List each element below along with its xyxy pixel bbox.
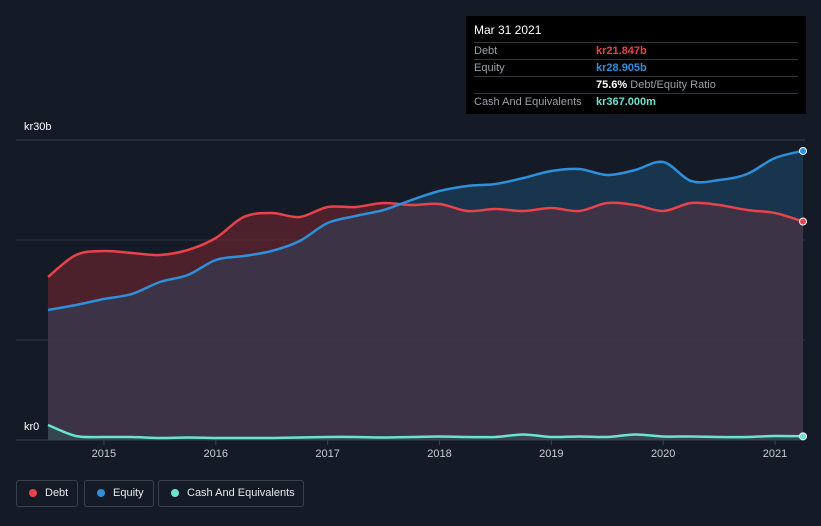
tooltip-ratio-value: 75.6% xyxy=(596,79,628,91)
legend-item-debt[interactable]: Debt xyxy=(16,480,78,507)
x-tick-label: 2020 xyxy=(651,448,675,460)
tooltip-equity-value: kr28.905b xyxy=(596,62,647,74)
legend-item-equity[interactable]: Equity xyxy=(84,480,154,507)
legend-label-cash: Cash And Equivalents xyxy=(187,487,295,499)
tooltip-ratio: 75.6% Debt/Equity Ratio xyxy=(596,77,716,93)
tooltip-date: Mar 31 2021 xyxy=(474,22,798,43)
x-axis-ticks: 2015 2016 2017 2018 2019 2020 2021 xyxy=(92,440,787,460)
tooltip-debt-value: kr21.847b xyxy=(596,45,647,57)
x-tick-label: 2016 xyxy=(204,448,228,460)
equity-end-marker xyxy=(799,146,807,155)
legend-item-cash[interactable]: Cash And Equivalents xyxy=(158,480,304,507)
x-tick-label: 2019 xyxy=(539,448,563,460)
tooltip-equity-label: Equity xyxy=(474,62,505,74)
legend-label-debt: Debt xyxy=(45,487,69,499)
tooltip-debt-label: Debt xyxy=(474,45,498,57)
cash-end-marker xyxy=(799,432,807,441)
equity-line xyxy=(47,149,804,312)
x-tick-label: 2017 xyxy=(315,448,339,460)
y-tick-label-zero: kr0 xyxy=(24,421,40,433)
tooltip-cash-row: Cash And Equivalents kr367.000m xyxy=(474,94,798,110)
tooltip-ratio-label: Debt/Equity Ratio xyxy=(630,79,716,91)
overlap-area xyxy=(48,202,803,440)
data-tooltip: Mar 31 2021 Debt kr21.847b Equity kr28.9… xyxy=(466,16,806,114)
x-tick-label: 2015 xyxy=(92,448,116,460)
debt-line xyxy=(47,201,804,278)
debt-legend-dot-icon xyxy=(29,489,37,497)
equity-legend-dot-icon xyxy=(97,489,105,497)
tooltip-cash-label: Cash And Equivalents xyxy=(474,96,582,108)
cash-legend-dot-icon xyxy=(171,489,179,497)
x-tick-label: 2018 xyxy=(427,448,451,460)
legend-label-equity: Equity xyxy=(113,487,144,499)
tooltip-ratio-row: 75.6% Debt/Equity Ratio xyxy=(474,77,798,94)
tooltip-equity-row: Equity kr28.905b xyxy=(474,60,798,77)
y-tick-label-max: kr30b xyxy=(24,121,52,133)
cash-line xyxy=(47,423,804,440)
tooltip-debt-row: Debt kr21.847b xyxy=(474,43,798,60)
tooltip-cash-value: kr367.000m xyxy=(596,96,656,108)
debt-end-marker xyxy=(799,217,807,226)
x-tick-label: 2021 xyxy=(763,448,787,460)
